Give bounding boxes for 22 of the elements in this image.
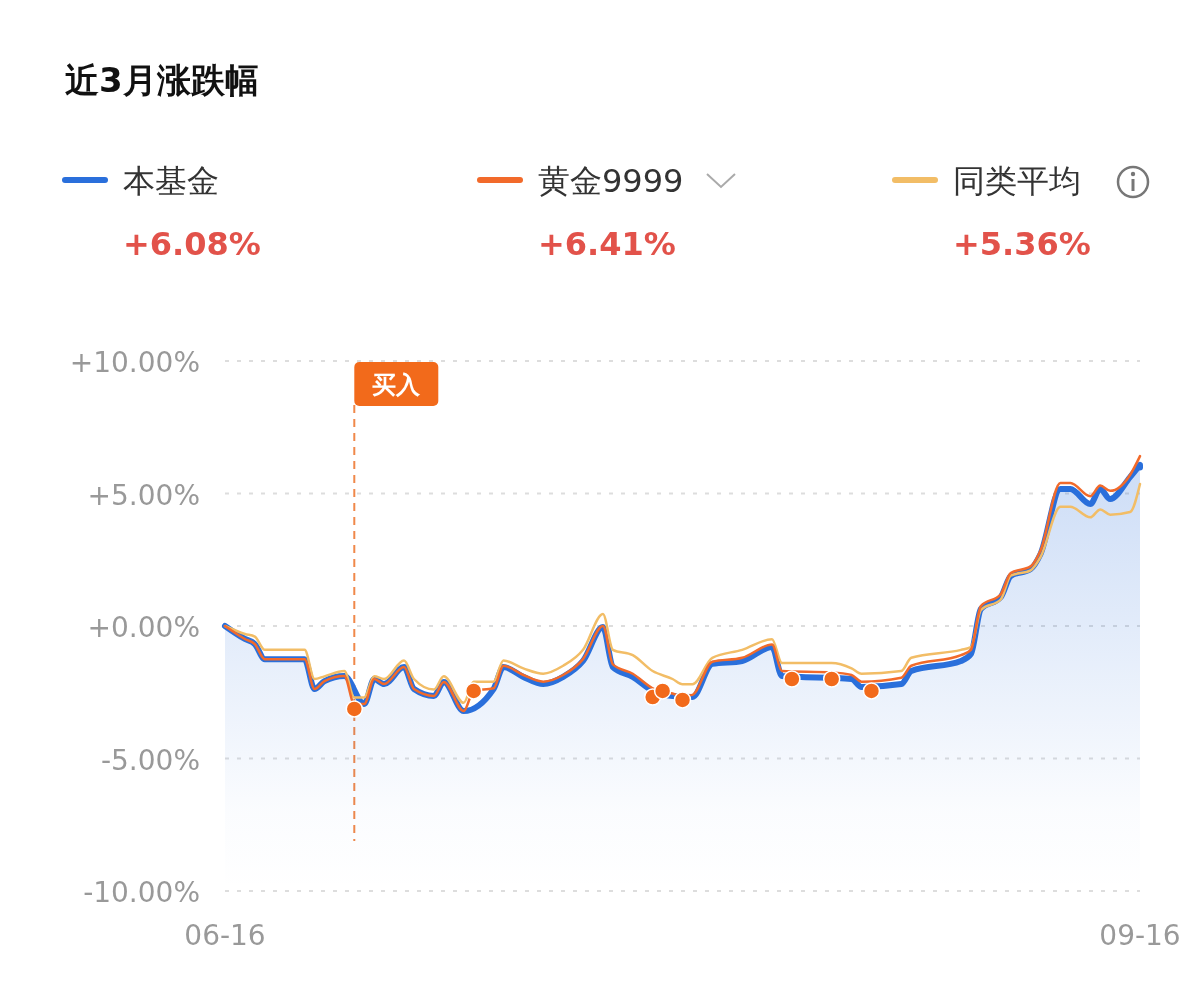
point xyxy=(464,682,483,700)
text: +6.08% xyxy=(123,225,261,263)
point xyxy=(822,670,841,688)
text: +5.36% xyxy=(953,225,1091,263)
y-tick-label: +0.00% xyxy=(87,611,200,644)
y-tick-label: +10.00% xyxy=(69,346,200,379)
y-tick-label: -10.00% xyxy=(83,876,200,909)
point xyxy=(862,682,881,700)
point xyxy=(653,682,672,700)
y-tick-label: -5.00% xyxy=(100,743,200,777)
ref-line-label: 买入 xyxy=(372,371,422,399)
point xyxy=(783,670,801,688)
point xyxy=(673,691,692,709)
legend-label: 同类平均 xyxy=(953,162,1081,200)
text: +6.41% xyxy=(538,225,676,263)
point xyxy=(345,700,364,718)
chart-title: 近3月涨跌幅 xyxy=(65,60,259,100)
legend-label: 本基金 xyxy=(123,162,219,200)
x-tick-label: 09-16 xyxy=(1099,919,1181,952)
legend-label: 黄金9999 xyxy=(538,162,684,200)
x-tick-label: 06-16 xyxy=(184,919,266,952)
y-tick-label: +5.00% xyxy=(87,478,200,512)
